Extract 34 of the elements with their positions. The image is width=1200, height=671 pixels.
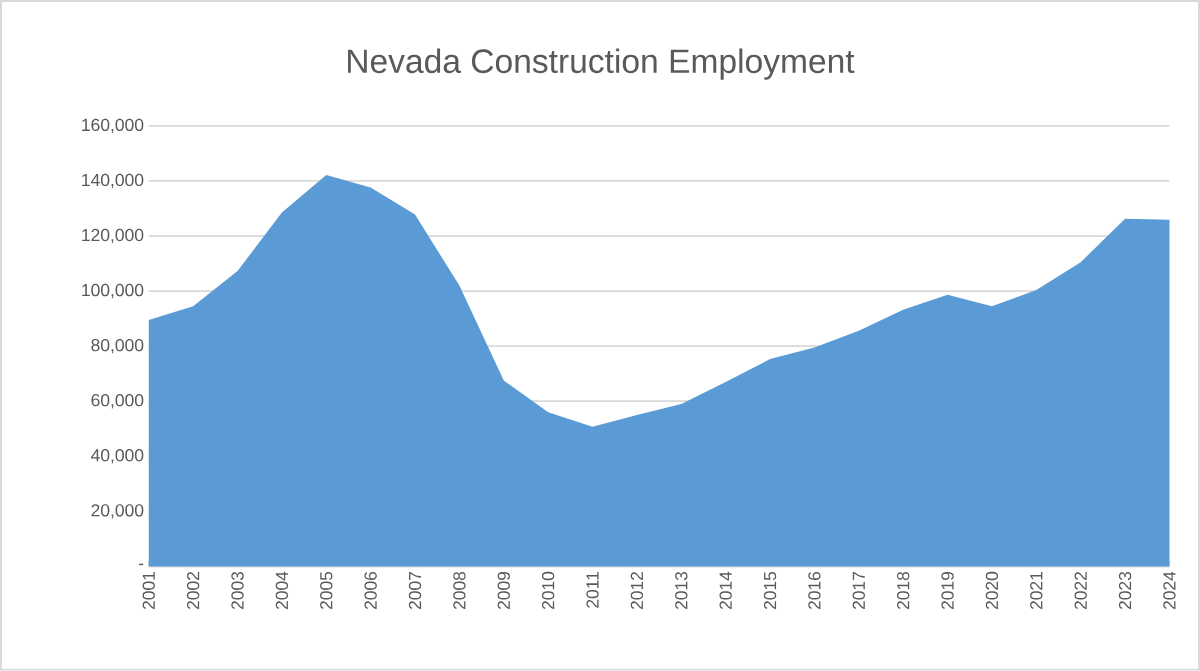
x-tick-label: 2020	[985, 571, 999, 610]
x-tick-label: 2019	[941, 572, 954, 610]
x-tick-label: 2004	[275, 571, 289, 610]
x-tick-label: 2012	[630, 572, 644, 610]
x-tick-label: 2024	[1163, 571, 1176, 610]
x-tick-label: 2005	[320, 571, 333, 610]
x-tick-label: 2016	[808, 572, 821, 610]
y-tick-label: 140,000	[82, 173, 144, 189]
x-tick-label: 2014	[719, 571, 732, 610]
y-tick-label: 80,000	[91, 339, 144, 354]
x-tick-label: 2023	[1118, 572, 1132, 610]
chart-title: Nevada Construction Employment	[348, 48, 855, 80]
x-tick-label: 2015	[763, 571, 777, 610]
x-tick-label: 2013	[675, 572, 688, 610]
x-tick-label: 2001	[142, 572, 155, 610]
x-tick-label: 2017	[852, 572, 865, 610]
x-tick-label: 2007	[408, 572, 422, 610]
y-tick-label: 100,000	[82, 283, 144, 299]
y-tick-label: 120,000	[82, 228, 144, 244]
y-tick-label: 20,000	[91, 504, 144, 519]
x-tick-label: 2022	[1074, 572, 1087, 610]
x-tick-label: 2010	[541, 571, 555, 610]
x-tick-label: 2002	[186, 572, 200, 610]
x-tick-label: 2009	[497, 572, 510, 610]
x-tick-label: 2003	[231, 572, 244, 610]
x-tick-label: 2011	[586, 572, 599, 608]
x-tick-label: 2006	[364, 572, 377, 610]
x-tick-label: 2021	[1030, 572, 1043, 610]
x-tick-label: 2018	[896, 572, 910, 610]
x-tick-label: 2008	[453, 572, 466, 610]
y-tick-label: 160,000	[82, 118, 144, 134]
y-tick-label: 40,000	[91, 449, 144, 464]
y-tick-label: 60,000	[91, 394, 144, 409]
y-tick-label: -	[138, 563, 144, 566]
